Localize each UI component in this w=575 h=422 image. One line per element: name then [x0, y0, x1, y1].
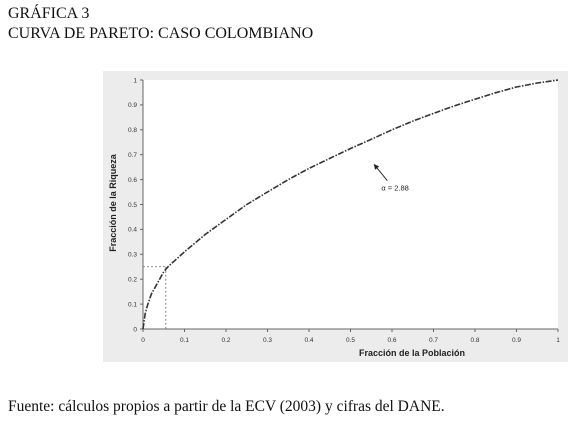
x-tick-label: 0.7 — [429, 337, 438, 344]
x-tick-label: 0.4 — [304, 337, 313, 344]
plot-area — [143, 80, 558, 329]
x-tick-label: 0 — [141, 337, 145, 344]
figure-title: CURVA DE PARETO: CASO COLOMBIANO — [8, 25, 314, 42]
x-tick-label: 0.6 — [387, 337, 396, 344]
y-tick-label: 0.9 — [128, 102, 137, 109]
figure-label: GRÁFICA 3 — [8, 5, 90, 22]
x-tick-label: 0.2 — [221, 337, 230, 344]
chart-panel: 0 0.1 0.2 0.3 0.4 0.5 0.6 0.7 0.8 0.9 1 0 0.1 0.2 0.3… — [103, 71, 568, 362]
annotation-arrow — [373, 163, 388, 181]
y-tick-label: 1 — [133, 77, 137, 84]
x-tick-label: 0.3 — [263, 337, 272, 344]
y-tick-label: 0 — [133, 326, 137, 333]
y-tick-label: 0.2 — [128, 277, 137, 284]
x-axis-title: Fracción de la Población — [359, 348, 465, 358]
y-tick-label: 0.3 — [128, 252, 137, 259]
x-tick-label: 0.8 — [470, 337, 479, 344]
y-tick-label: 0.7 — [128, 152, 137, 159]
x-tick-label: 0.1 — [180, 337, 189, 344]
x-tick-label: 0.9 — [512, 337, 521, 344]
y-tick-label: 0.1 — [128, 301, 137, 308]
pareto-curve — [142, 79, 559, 330]
annotation-label: α = 2.88 — [381, 184, 408, 193]
y-tick-label: 0.6 — [128, 177, 137, 184]
y-tick-label: 0.5 — [128, 202, 137, 209]
x-tick-label: 0.5 — [346, 337, 355, 344]
pareto-chart: 0 0.1 0.2 0.3 0.4 0.5 0.6 0.7 0.8 0.9 1 0 0.1 0.2 0.3… — [108, 77, 560, 358]
y-tick-label: 0.8 — [128, 127, 137, 134]
source-note: Fuente: cálculos propios a partir de la … — [8, 398, 445, 415]
x-tick-label: 1 — [556, 337, 560, 344]
y-tick-label: 0.4 — [128, 227, 137, 234]
y-axis-title: Fracción de la Riqueza — [108, 153, 118, 252]
